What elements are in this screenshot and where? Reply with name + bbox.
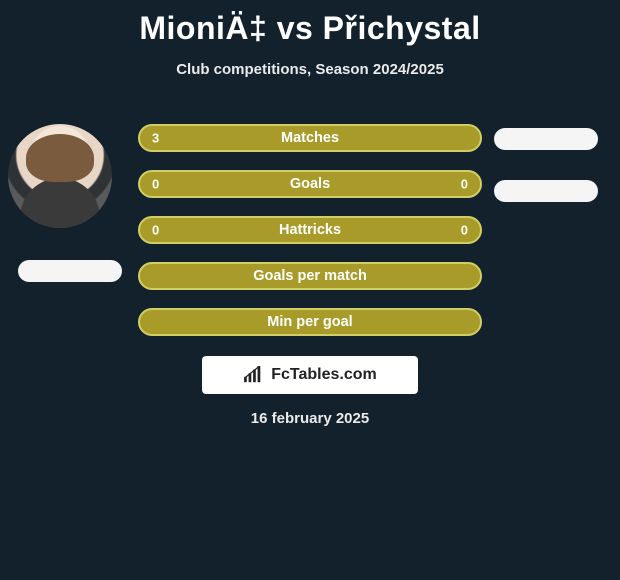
stat-value-left: 0 (152, 223, 159, 238)
comparison-date: 16 february 2025 (0, 410, 620, 427)
stat-value-left: 3 (152, 131, 159, 146)
player-right-name-pill-1 (494, 128, 598, 150)
stat-bar-min-per-goal: Min per goal (138, 308, 482, 336)
stat-label: Goals (290, 176, 330, 192)
page-title: MioniÄ‡ vs Přichystal (0, 0, 620, 47)
stat-bar-matches: 3 Matches (138, 124, 482, 152)
source-badge[interactable]: FcTables.com (202, 356, 418, 394)
stats-bars: 3 Matches 0 Goals 0 0 Hattricks 0 Goals … (138, 124, 482, 354)
player-left-name-pill (18, 260, 122, 282)
bars-icon (243, 366, 265, 384)
stat-label: Min per goal (267, 314, 352, 330)
stat-bar-goals: 0 Goals 0 (138, 170, 482, 198)
stat-value-right: 0 (461, 223, 468, 238)
stat-label: Matches (281, 130, 339, 146)
stat-label: Goals per match (253, 268, 367, 284)
stat-value-right: 0 (461, 177, 468, 192)
stat-value-left: 0 (152, 177, 159, 192)
player-left-avatar (8, 124, 112, 228)
source-badge-text: FcTables.com (271, 366, 377, 384)
stat-label: Hattricks (279, 222, 341, 238)
stat-bar-goals-per-match: Goals per match (138, 262, 482, 290)
page-subtitle: Club competitions, Season 2024/2025 (0, 61, 620, 78)
stat-bar-hattricks: 0 Hattricks 0 (138, 216, 482, 244)
player-right-name-pill-2 (494, 180, 598, 202)
